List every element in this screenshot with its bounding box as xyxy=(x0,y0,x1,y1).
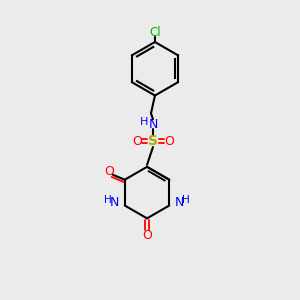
Text: S: S xyxy=(148,134,158,148)
Text: N: N xyxy=(148,118,158,131)
Text: H: H xyxy=(182,194,190,205)
Text: O: O xyxy=(104,165,114,178)
Text: H: H xyxy=(104,194,112,205)
Text: Cl: Cl xyxy=(149,26,161,39)
Text: O: O xyxy=(142,229,152,242)
Text: H: H xyxy=(140,117,148,127)
Text: N: N xyxy=(175,196,184,209)
Text: O: O xyxy=(164,135,174,148)
Text: O: O xyxy=(132,135,142,148)
Text: N: N xyxy=(110,196,119,209)
